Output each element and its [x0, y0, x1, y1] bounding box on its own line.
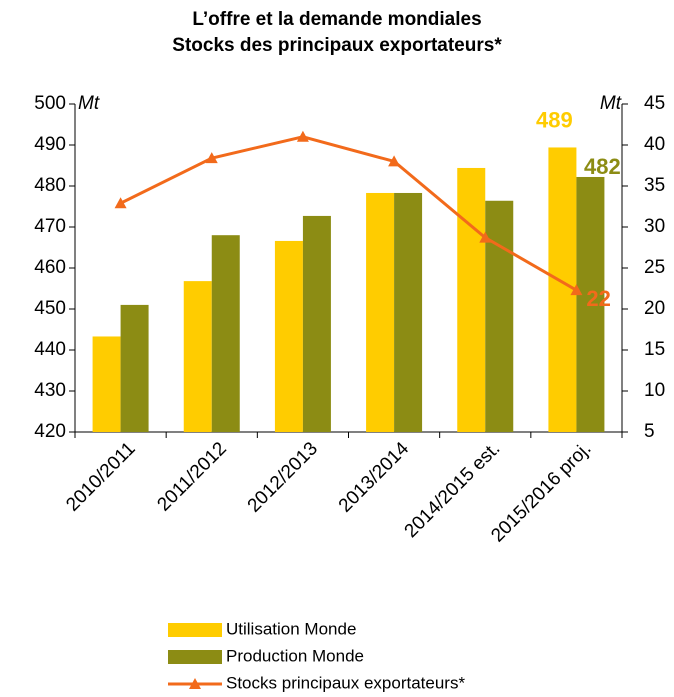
value-label: 482 — [584, 154, 621, 179]
x-tick-label: 2010/2011 — [62, 438, 139, 515]
x-tick-label: 2012/2013 — [244, 438, 322, 516]
legend-label: Stocks principaux exportateurs* — [226, 673, 465, 692]
y2-tick-label: 15 — [644, 339, 665, 360]
legend-item: Utilisation Monde — [168, 619, 356, 638]
legend-label: Production Monde — [226, 646, 364, 665]
bar — [457, 167, 486, 432]
y-tick-label: 470 — [34, 216, 66, 237]
line-marker — [114, 197, 127, 209]
y2-tick-label: 20 — [644, 298, 665, 319]
y2-tick-label: 35 — [644, 175, 665, 196]
x-tick-label: 2014/2015 est. — [401, 438, 505, 542]
y-tick-label: 440 — [34, 339, 66, 360]
legend-label: Utilisation Monde — [226, 619, 356, 638]
y2-axis-label: Mt — [600, 93, 622, 114]
line-marker — [296, 130, 309, 142]
line-marker — [205, 152, 218, 164]
y-tick-label: 500 — [34, 93, 66, 114]
value-label: 489 — [536, 107, 573, 132]
legend-swatch — [168, 623, 222, 637]
y2-tick-label: 10 — [644, 380, 665, 401]
value-label: 22 — [586, 286, 610, 311]
x-tick-label: 2015/2016 proj. — [487, 438, 595, 546]
y-tick-label: 450 — [34, 298, 66, 319]
bar — [548, 147, 577, 432]
chart-title: L’offre et la demande mondiales — [192, 9, 481, 30]
x-tick-label: 2011/2012 — [153, 438, 230, 515]
bar — [211, 235, 240, 432]
bar — [485, 200, 514, 432]
x-tick-label: 2013/2014 — [335, 438, 414, 517]
bar — [302, 215, 331, 432]
y-tick-label: 480 — [34, 175, 66, 196]
bar — [394, 192, 423, 432]
y2-tick-label: 45 — [644, 93, 665, 114]
bar — [183, 281, 212, 432]
bar — [92, 336, 121, 432]
line-marker — [388, 155, 401, 167]
y-tick-label: 460 — [34, 257, 66, 278]
bar — [120, 304, 149, 432]
bar — [366, 192, 395, 432]
line — [119, 135, 578, 292]
bar — [576, 176, 605, 432]
legend-item: Stocks principaux exportateurs* — [168, 673, 465, 692]
legend-marker — [189, 678, 201, 689]
y2-tick-label: 30 — [644, 216, 665, 237]
y-tick-label: 490 — [34, 134, 66, 155]
legend-swatch — [168, 650, 222, 664]
y-tick-label: 430 — [34, 380, 66, 401]
y2-tick-label: 25 — [644, 257, 665, 278]
line-marker — [479, 231, 492, 243]
chart-subtitle: Stocks des principaux exportateurs* — [172, 35, 502, 56]
y2-tick-label: 40 — [644, 134, 665, 155]
legend-item: Production Monde — [168, 646, 364, 665]
y-axis-label: Mt — [78, 93, 100, 114]
line-marker — [570, 284, 583, 296]
y2-tick-label: 5 — [644, 421, 655, 442]
bar — [274, 240, 303, 432]
y-tick-label: 420 — [34, 421, 66, 442]
